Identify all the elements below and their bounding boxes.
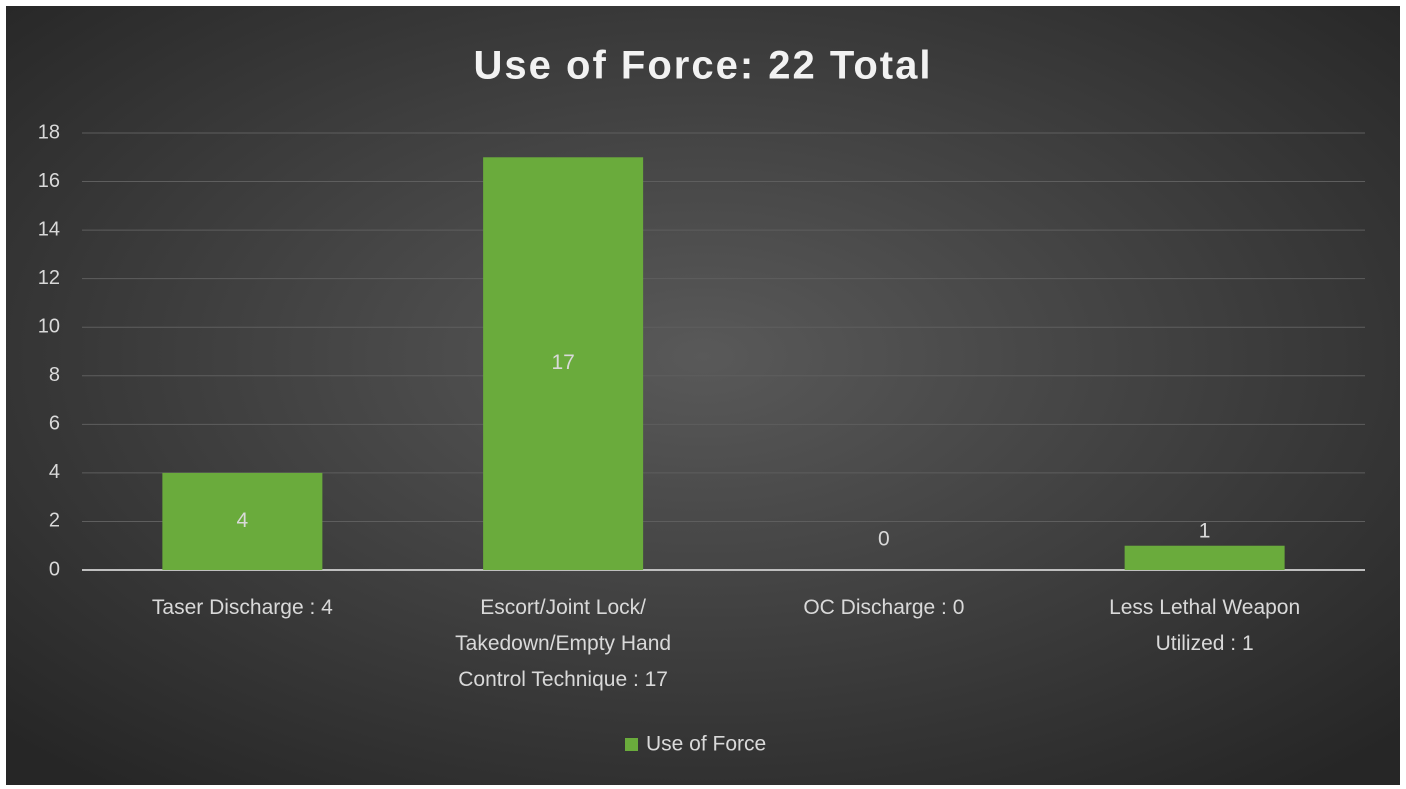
y-tick-label: 18 bbox=[38, 121, 60, 143]
y-tick-label: 4 bbox=[49, 461, 60, 483]
data-label: 1 bbox=[1199, 519, 1211, 542]
y-tick-label: 8 bbox=[49, 364, 60, 386]
x-tick-label: Escort/Joint Lock/ Takedown/Empty Hand C… bbox=[455, 596, 672, 691]
legend-swatch bbox=[625, 738, 638, 751]
data-label: 17 bbox=[551, 351, 574, 374]
legend-label: Use of Force bbox=[646, 733, 766, 756]
y-tick-label: 16 bbox=[38, 170, 60, 192]
y-tick-label: 10 bbox=[38, 316, 60, 338]
bar bbox=[1124, 545, 1285, 570]
x-tick-label: OC Discharge : 0 bbox=[803, 596, 965, 619]
y-tick-label: 14 bbox=[38, 218, 60, 240]
chart-background bbox=[6, 6, 1400, 785]
data-label: 0 bbox=[878, 528, 890, 551]
x-tick-label: Taser Discharge : 4 bbox=[151, 596, 333, 619]
data-label: 4 bbox=[237, 509, 249, 532]
y-tick-label: 2 bbox=[49, 510, 60, 532]
x-tick-label: Less Lethal Weapon Utilized : 1 bbox=[1109, 596, 1301, 655]
y-tick-label: 0 bbox=[49, 558, 60, 580]
bar bbox=[162, 472, 323, 570]
y-tick-label: 6 bbox=[49, 413, 60, 435]
chart-title: Use of Force: 22 Total bbox=[474, 44, 933, 88]
y-tick-label: 12 bbox=[38, 267, 60, 289]
bar bbox=[483, 157, 644, 570]
